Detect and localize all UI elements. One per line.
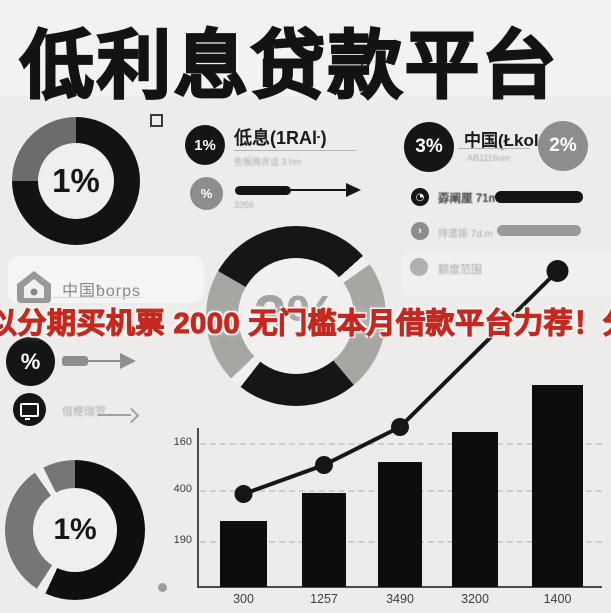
china-subtitle: AB1116um (467, 153, 511, 163)
promo-banner-text: 以分期买机票 2000 无门槛本月借款平台力荐！分享小额网贷口子2000 (0, 307, 611, 340)
axis-origin-dot (158, 583, 167, 592)
stat-bar (497, 225, 581, 236)
low-interest-badge: 1% (185, 125, 225, 165)
gridline (200, 443, 602, 445)
arrow-right-icon (346, 183, 361, 197)
china-badge-right: 2% (538, 121, 588, 171)
divider (53, 297, 141, 298)
stat-row-label: 孬阐厘 71mm (438, 193, 509, 205)
divider (458, 148, 530, 149)
chevron-icon: › (411, 222, 429, 240)
bar (220, 521, 267, 587)
house-icon (17, 271, 51, 303)
progress-pill-black (235, 186, 291, 195)
low-interest-title: 低息(1RAŀ) (234, 128, 327, 148)
donut-top-left-value: 1% (38, 143, 114, 219)
donut-bottom-value: 1% (33, 488, 117, 572)
donut-chart-top-left: 1% (12, 117, 140, 245)
china-badge-left: 3% (404, 122, 454, 172)
low-interest-note: 3356 (234, 200, 255, 210)
y-axis (197, 428, 199, 587)
arrow-shaft (88, 360, 120, 362)
stats-panel (402, 250, 611, 296)
monitor-icon (13, 393, 46, 426)
x-axis-label: 300 (233, 592, 254, 606)
device-row-label: 借梗瑞贺 (62, 406, 106, 418)
x-axis-label: 1257 (310, 592, 338, 606)
trend-polyline (242, 269, 559, 496)
stat-row-label: 排遣振 7d.m (438, 229, 494, 240)
y-tick-label: 190 (173, 534, 192, 546)
x-axis-label: 3200 (461, 592, 489, 606)
bar (378, 462, 422, 587)
percent-badge-large: % (6, 337, 55, 386)
china-title: 中国(Łkoŀ) (464, 131, 548, 150)
square-bullet-icon (150, 114, 163, 127)
header-band (0, 0, 611, 96)
donut-chart-center: 3% (206, 226, 386, 406)
bar (302, 493, 346, 587)
trend-dot (315, 456, 333, 474)
page-title: 低利息贷款平台 (19, 23, 559, 109)
trend-dot (546, 260, 569, 282)
stat-row-label: 额度范围 (438, 264, 482, 276)
donut-center-value: 3% (238, 258, 354, 374)
x-axis (197, 586, 602, 588)
home-card-title: 中国ƀorps (62, 283, 142, 300)
x-axis-label: 1400 (543, 592, 572, 606)
trend-dot (391, 418, 409, 436)
bar (532, 385, 583, 587)
percent-badge-small: % (190, 177, 223, 210)
divider (234, 150, 356, 151)
arrow-right-icon (120, 353, 136, 369)
x-axis-label: 3490 (386, 592, 414, 606)
y-tick-label: 160 (173, 436, 192, 448)
bar (452, 432, 498, 587)
y-tick-label: 400 (173, 483, 192, 495)
dot-icon (410, 258, 428, 276)
progress-pill-gray (62, 356, 88, 366)
clock-icon: ◔ (411, 188, 429, 206)
stat-bar (495, 191, 583, 203)
donut-chart-bottom-left: 1% (5, 460, 145, 600)
arrow-shaft (291, 189, 346, 191)
arrow-shaft (98, 414, 131, 416)
trend-dot (234, 485, 253, 503)
low-interest-subtitle: 些贩腾贪话 3 hm (234, 157, 302, 167)
